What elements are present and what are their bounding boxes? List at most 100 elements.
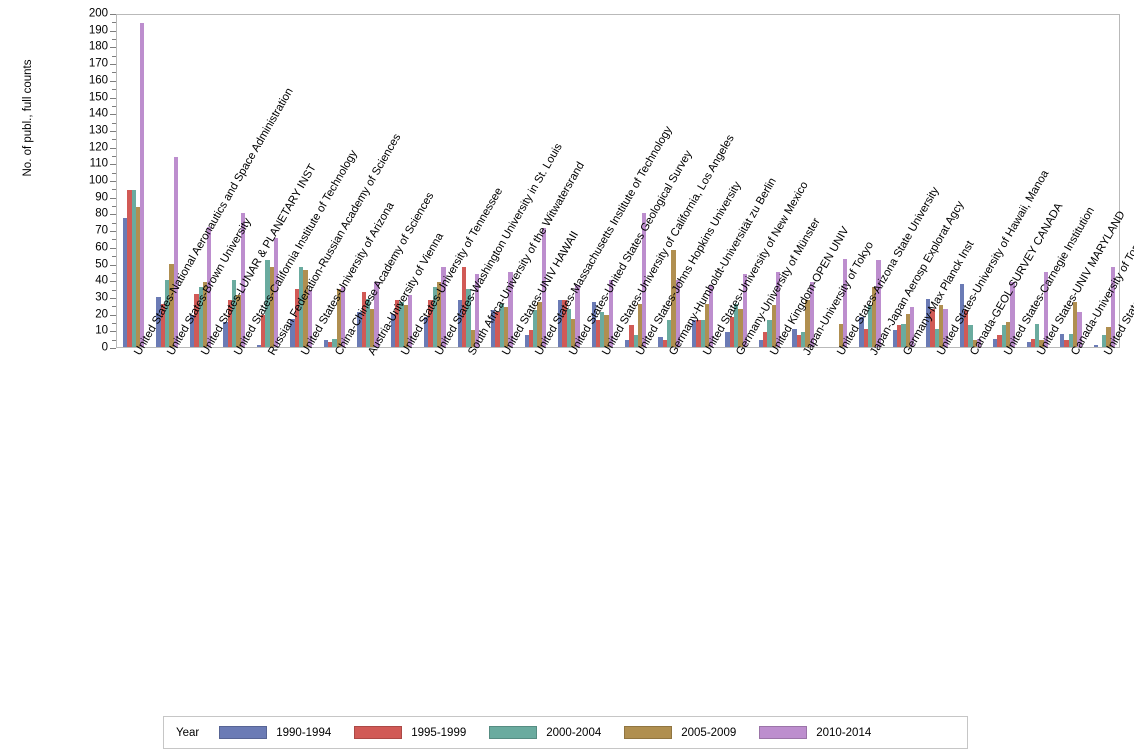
bar[interactable] [1039, 340, 1044, 347]
bar[interactable] [629, 325, 634, 347]
bar[interactable] [575, 285, 580, 347]
bar[interactable] [533, 310, 538, 347]
bar[interactable] [432, 286, 438, 347]
bar[interactable] [997, 335, 1002, 347]
bar[interactable] [566, 308, 571, 347]
bar[interactable] [704, 303, 710, 347]
bar[interactable] [608, 280, 613, 347]
bar[interactable] [1060, 333, 1065, 347]
bar[interactable] [303, 270, 308, 347]
bar[interactable] [227, 300, 232, 347]
bar[interactable] [424, 316, 429, 347]
legend-item[interactable]: 2005-2009 [624, 726, 736, 739]
bar[interactable] [1093, 345, 1098, 347]
bar[interactable] [776, 271, 781, 347]
bar[interactable] [729, 316, 734, 347]
bar[interactable] [395, 300, 400, 347]
bar[interactable] [508, 271, 513, 347]
bar[interactable] [1102, 335, 1107, 347]
bar[interactable] [892, 330, 897, 347]
bar[interactable] [767, 320, 772, 347]
bar[interactable] [963, 310, 969, 347]
bar[interactable] [202, 281, 208, 347]
bar[interactable] [156, 296, 161, 347]
bar[interactable] [667, 320, 672, 347]
bar[interactable] [298, 266, 304, 347]
bar[interactable] [1026, 342, 1031, 347]
bar[interactable] [361, 291, 366, 347]
bar[interactable] [838, 323, 843, 347]
bar[interactable] [131, 190, 136, 347]
bar[interactable] [374, 281, 379, 347]
bar[interactable] [135, 206, 141, 347]
bar[interactable] [926, 298, 931, 347]
bar[interactable] [792, 328, 797, 347]
bar[interactable] [742, 273, 747, 347]
bar[interactable] [805, 300, 810, 347]
bar[interactable] [934, 328, 940, 347]
bar[interactable] [1043, 271, 1049, 347]
bar[interactable] [725, 331, 730, 347]
bar[interactable] [474, 273, 480, 347]
bar[interactable] [1001, 325, 1006, 347]
bar[interactable] [1072, 301, 1078, 347]
bar[interactable] [140, 23, 145, 347]
bar[interactable] [691, 320, 697, 347]
bar[interactable] [403, 305, 408, 347]
bar[interactable] [407, 295, 413, 347]
bar[interactable] [336, 288, 341, 347]
bar[interactable] [930, 308, 935, 347]
bar[interactable] [256, 345, 262, 347]
bar[interactable] [696, 320, 701, 347]
bar[interactable] [800, 331, 806, 347]
legend-item[interactable]: 2000-2004 [489, 726, 601, 739]
bar[interactable] [194, 293, 199, 347]
bar[interactable] [993, 338, 998, 347]
bar[interactable] [1077, 311, 1082, 347]
legend-item[interactable]: 1990-1994 [219, 726, 331, 739]
bar[interactable] [491, 310, 496, 347]
bar[interactable] [189, 315, 195, 347]
bar[interactable] [236, 295, 241, 347]
bar[interactable] [671, 250, 676, 347]
bar[interactable] [637, 303, 643, 347]
bar[interactable] [441, 266, 446, 347]
bar[interactable] [867, 305, 873, 347]
bar[interactable] [399, 301, 404, 347]
bar[interactable] [642, 213, 647, 347]
bar[interactable] [624, 340, 630, 347]
bar[interactable] [570, 318, 576, 347]
bar[interactable] [1068, 333, 1073, 347]
bar[interactable] [872, 286, 877, 347]
bar[interactable] [240, 213, 245, 347]
bar[interactable] [198, 286, 203, 347]
bar[interactable] [274, 238, 279, 347]
bar[interactable] [876, 260, 881, 347]
bar[interactable] [307, 290, 312, 347]
bar[interactable] [528, 330, 534, 347]
bar[interactable] [428, 300, 433, 347]
bar[interactable] [261, 315, 266, 347]
bar[interactable] [633, 335, 638, 347]
bar[interactable] [738, 308, 743, 347]
bar[interactable] [909, 306, 915, 347]
bar[interactable] [328, 342, 333, 347]
bar[interactable] [231, 280, 237, 347]
bar[interactable] [365, 298, 371, 347]
bar[interactable] [901, 323, 906, 347]
bar[interactable] [1010, 281, 1015, 347]
bar[interactable] [771, 305, 777, 347]
bar[interactable] [323, 340, 329, 347]
bar[interactable] [437, 281, 442, 347]
bar[interactable] [905, 313, 910, 347]
bar[interactable] [595, 320, 601, 347]
bar[interactable] [165, 280, 170, 347]
bar[interactable] [332, 338, 337, 347]
bar[interactable] [169, 263, 174, 347]
bar[interactable] [600, 311, 605, 347]
bar[interactable] [390, 313, 395, 347]
bar[interactable] [763, 331, 768, 347]
bar[interactable] [537, 301, 542, 347]
bar[interactable] [470, 330, 475, 347]
bar[interactable] [604, 315, 609, 347]
